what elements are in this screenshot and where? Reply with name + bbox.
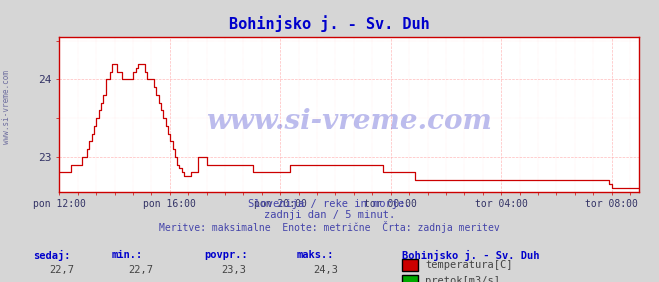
Text: min.:: min.: [112, 250, 143, 259]
Text: Bohinjsko j. - Sv. Duh: Bohinjsko j. - Sv. Duh [229, 16, 430, 32]
Text: 23,3: 23,3 [221, 265, 246, 275]
Text: Meritve: maksimalne  Enote: metrične  Črta: zadnja meritev: Meritve: maksimalne Enote: metrične Črta… [159, 221, 500, 233]
Text: maks.:: maks.: [297, 250, 334, 259]
Text: Slovenija / reke in morje.: Slovenija / reke in morje. [248, 199, 411, 209]
Text: 22,7: 22,7 [129, 265, 154, 275]
Text: sedaj:: sedaj: [33, 250, 71, 261]
Text: Bohinjsko j. - Sv. Duh: Bohinjsko j. - Sv. Duh [402, 250, 540, 261]
Text: pretok[m3/s]: pretok[m3/s] [425, 276, 500, 282]
Text: temperatura[C]: temperatura[C] [425, 260, 513, 270]
Text: povpr.:: povpr.: [204, 250, 248, 259]
Text: www.si-vreme.com: www.si-vreme.com [206, 109, 492, 135]
Text: 22,7: 22,7 [49, 265, 74, 275]
Text: 24,3: 24,3 [313, 265, 338, 275]
Text: -nan: -nan [221, 281, 246, 282]
Text: -nan: -nan [49, 281, 74, 282]
Text: www.si-vreme.com: www.si-vreme.com [2, 70, 11, 144]
Text: zadnji dan / 5 minut.: zadnji dan / 5 minut. [264, 210, 395, 220]
Text: -nan: -nan [313, 281, 338, 282]
Text: -nan: -nan [129, 281, 154, 282]
